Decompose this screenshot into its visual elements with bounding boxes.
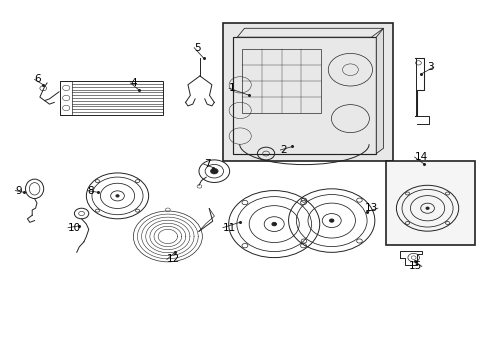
Text: 15: 15 bbox=[408, 261, 421, 271]
Text: 10: 10 bbox=[68, 222, 81, 233]
Circle shape bbox=[271, 222, 276, 226]
Bar bbox=[223, 23, 392, 161]
Circle shape bbox=[329, 219, 333, 222]
Text: 13: 13 bbox=[364, 203, 377, 213]
Bar bbox=[242, 49, 321, 113]
Bar bbox=[60, 81, 163, 115]
Circle shape bbox=[210, 168, 218, 174]
Text: 5: 5 bbox=[194, 43, 201, 53]
Text: 2: 2 bbox=[280, 145, 286, 155]
Bar bbox=[385, 161, 473, 245]
Bar bbox=[232, 37, 376, 154]
Text: 6: 6 bbox=[35, 75, 41, 85]
Text: 14: 14 bbox=[414, 152, 427, 162]
Circle shape bbox=[425, 207, 428, 210]
Bar bbox=[60, 81, 72, 115]
Text: 3: 3 bbox=[427, 62, 433, 72]
Polygon shape bbox=[375, 28, 383, 154]
Polygon shape bbox=[237, 28, 383, 37]
Circle shape bbox=[116, 195, 119, 197]
Text: 4: 4 bbox=[130, 78, 137, 88]
Text: 12: 12 bbox=[166, 255, 180, 264]
Text: 9: 9 bbox=[16, 186, 22, 195]
Text: 7: 7 bbox=[203, 159, 210, 169]
Text: 8: 8 bbox=[87, 186, 94, 195]
Text: 1: 1 bbox=[229, 83, 235, 93]
Text: 11: 11 bbox=[223, 222, 236, 233]
